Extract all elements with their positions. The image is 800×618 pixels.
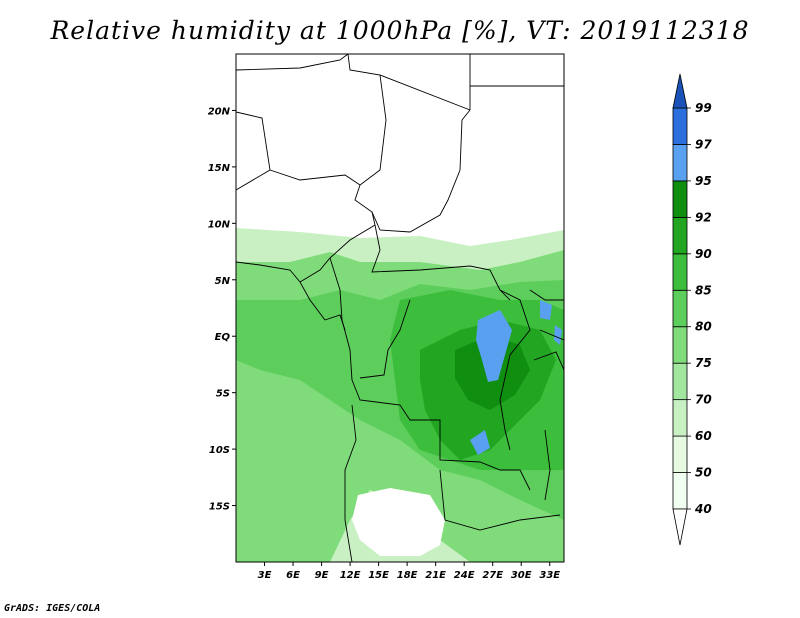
latitude-axis: 20N 15N 10N 5N EQ 5S 10S 15S xyxy=(208,106,236,513)
colorbar-label-8: 92 xyxy=(695,210,712,224)
saturated-patch xyxy=(540,300,552,320)
lat-tick-label-4: EQ xyxy=(215,332,231,343)
lon-tick-label-8: 27E xyxy=(482,570,503,581)
colorbar-label-9: 95 xyxy=(695,174,712,188)
lon-tick-label-7: 24E xyxy=(454,570,475,581)
colorbar: 40 50 60 70 75 80 85 90 92 95 97 99 xyxy=(672,73,712,546)
colorbar-label-7: 90 xyxy=(695,247,712,261)
lat-tick-label-3: 5N xyxy=(215,276,231,287)
colorbar-over-arrow xyxy=(672,73,688,109)
colorbar-label-1: 50 xyxy=(695,466,712,480)
colorbar-swatch-7 xyxy=(672,216,688,255)
lon-tick-label-1: 6E xyxy=(286,570,300,581)
lon-tick-label-2: 9E xyxy=(315,570,329,581)
colorbar-swatch-2 xyxy=(672,399,688,437)
lat-tick-label-2: 10N xyxy=(208,219,231,230)
colorbar-swatch-0 xyxy=(672,472,688,510)
lat-tick-label-6: 10S xyxy=(209,445,230,456)
colorbar-swatch-5 xyxy=(672,289,688,328)
saturated-patch xyxy=(554,325,562,345)
lon-tick-label-3: 12E xyxy=(340,570,361,581)
lat-tick-label-0: 20N xyxy=(208,106,231,117)
colorbar-swatch-4 xyxy=(672,326,688,364)
longitude-axis: 3E 6E 9E 12E 15E 18E 21E 24E 27E 30E 33E xyxy=(258,562,560,581)
lon-tick-label-4: 15E xyxy=(368,570,389,581)
colorbar-swatch-8 xyxy=(672,180,688,218)
map-frame xyxy=(235,53,565,563)
colorbar-label-5: 80 xyxy=(695,320,712,334)
country-borders xyxy=(236,54,564,562)
colorbar-label-0: 40 xyxy=(694,502,712,516)
colorbar-swatch-6 xyxy=(672,253,688,291)
colorbar-swatch-1 xyxy=(672,435,688,473)
dry-zone-south xyxy=(352,488,445,556)
lon-tick-label-9: 30E xyxy=(511,570,532,581)
colorbar-swatch-9 xyxy=(672,144,688,182)
lat-tick-label-1: 15N xyxy=(208,163,231,174)
map-title: Relative humidity at 1000hPa [%], VT: 20… xyxy=(50,16,750,45)
lon-tick-label-0: 3E xyxy=(258,570,272,581)
saturated-patch xyxy=(470,430,490,455)
colorbar-label-4: 75 xyxy=(695,356,712,370)
colorbar-label-3: 70 xyxy=(695,393,712,407)
humidity-field xyxy=(236,54,564,562)
credit-label: GrADS: IGES/COLA xyxy=(4,603,101,614)
saturated-patch xyxy=(476,310,512,382)
lon-tick-label-10: 33E xyxy=(539,570,560,581)
colorbar-label-6: 85 xyxy=(695,283,712,297)
lat-tick-label-5: 5S xyxy=(216,389,230,400)
dry-zone-north xyxy=(236,54,564,238)
colorbar-swatch-3 xyxy=(672,362,688,401)
lon-tick-label-6: 21E xyxy=(425,570,446,581)
colorbar-swatch-10 xyxy=(672,107,688,145)
colorbar-under-arrow xyxy=(672,508,688,546)
lat-tick-label-7: 15S xyxy=(209,502,230,513)
colorbar-label-10: 97 xyxy=(695,137,712,151)
colorbar-label-2: 60 xyxy=(695,429,712,443)
colorbar-label-11: 99 xyxy=(695,101,712,115)
lon-tick-label-5: 18E xyxy=(397,570,418,581)
